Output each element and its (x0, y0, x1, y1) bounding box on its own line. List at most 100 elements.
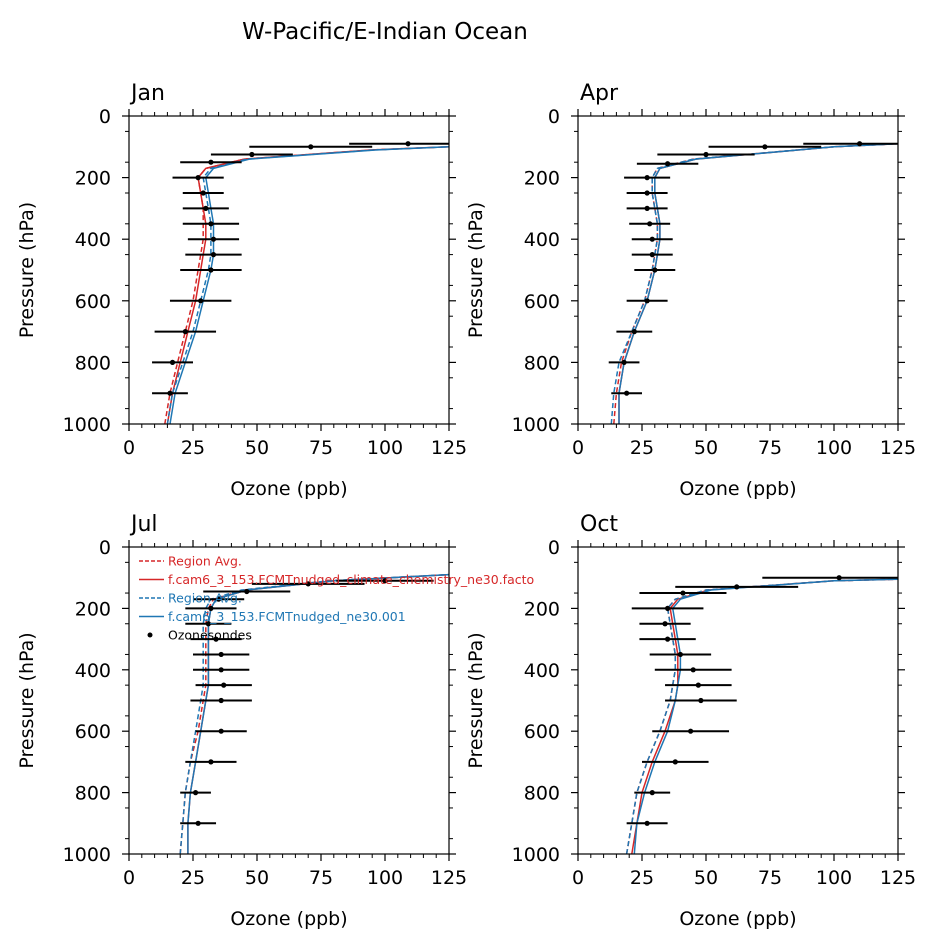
plot-frame (577, 115, 899, 425)
y-tick-label: 0 (99, 537, 111, 559)
legend-label: Region Avg. (168, 591, 242, 606)
x-tick-label: 50 (245, 437, 269, 459)
x-tick-label: 125 (431, 437, 467, 459)
legend-entry: Region Avg. (139, 554, 242, 569)
x-tick-label: 100 (367, 867, 403, 889)
y-tick-label: 0 (99, 106, 111, 128)
sonde-point (208, 221, 214, 227)
sonde-point (405, 141, 411, 147)
sonde-point (665, 605, 671, 612)
legend-entry: Ozonesondes (147, 628, 252, 643)
sonde-point (192, 790, 199, 796)
legend-label: f.cam6_3_153.FCMTnudged_ne30.001 (168, 609, 406, 624)
sonde-point (665, 161, 671, 167)
sonde-point (688, 728, 694, 734)
sonde-point (649, 236, 655, 242)
sonde-point (208, 759, 214, 765)
sonde-point (249, 151, 255, 158)
legend-entry: f.cam6_3_153.FCMTnudged_ne30.001 (139, 609, 406, 624)
y-tick-label: 600 (75, 291, 111, 313)
y-tick-label: 200 (524, 168, 560, 190)
y-tick-label: 0 (548, 537, 560, 559)
x-tick-label: 125 (880, 867, 916, 889)
x-tick-label: 75 (309, 437, 333, 459)
plot-frame (577, 546, 899, 855)
sonde-point (195, 175, 201, 181)
sonde-point (644, 820, 650, 826)
panel-title: Apr (580, 81, 619, 106)
sonde-point (665, 636, 671, 642)
x-axis: 0 25 50 75 100 125 (123, 540, 467, 889)
sonde-point (649, 790, 655, 796)
x-tick-label: 100 (816, 867, 852, 889)
plot-frame (128, 546, 450, 855)
y-axis-label: Pressure (hPa) (16, 202, 38, 338)
series-line-3 (633, 578, 898, 854)
y-tick-label: 800 (75, 352, 111, 374)
x-tick-label: 75 (758, 867, 782, 889)
sonde-point (308, 144, 314, 150)
y-tick-label: 600 (524, 291, 560, 313)
y-tick-label: 1000 (63, 844, 111, 866)
sonde-point (208, 605, 214, 612)
y-tick-label: 400 (524, 660, 560, 682)
sonde-point (631, 329, 637, 335)
y-axis: 0 200 400 600 800 1000 (63, 106, 456, 436)
sonde-point (244, 588, 250, 595)
x-axis-label: Ozone (ppb) (230, 908, 347, 930)
sonde-point (857, 141, 863, 147)
sonde-point (677, 651, 684, 658)
y-tick-label: 400 (524, 229, 560, 251)
series-line-3 (169, 146, 449, 424)
sonde-point (167, 390, 173, 396)
y-tick-label: 800 (524, 783, 560, 805)
x-tick-label: 25 (181, 437, 205, 459)
sonde-point (198, 298, 204, 304)
sonde-point (208, 159, 214, 165)
y-axis-label: Pressure (hPa) (16, 632, 38, 768)
x-tick-label: 25 (181, 867, 205, 889)
sonde-point (382, 578, 388, 584)
y-tick-label: 400 (75, 660, 111, 682)
y-tick-label: 1000 (512, 414, 560, 436)
plot-area (608, 141, 898, 424)
legend-label: Ozonesondes (168, 628, 252, 643)
plot-area (152, 141, 449, 424)
x-axis: 0 25 50 75 100 125 (123, 109, 467, 459)
legend-marker (147, 632, 153, 638)
sonde-point (218, 697, 224, 704)
y-tick-label: 800 (524, 352, 560, 374)
sonde-point (210, 252, 217, 258)
sonde-point (647, 221, 653, 227)
sonde-point (200, 190, 206, 196)
series-line-2 (179, 573, 449, 854)
x-axis-label: Ozone (ppb) (230, 478, 347, 500)
y-axis: 0 200 400 600 800 1000 (512, 537, 905, 866)
sonde-point (695, 682, 701, 688)
panel-2: 0 25 50 75 100 125 0 200 400 600 800 1000 Jul Ozone (… (16, 512, 467, 930)
sonde-point (662, 621, 668, 627)
x-tick-label: 50 (694, 437, 718, 459)
sonde-point (621, 359, 627, 365)
sonde-point (218, 651, 224, 658)
sonde-point (205, 621, 211, 627)
sonde-point (836, 575, 842, 581)
x-axis-label: Ozone (ppb) (679, 908, 796, 930)
sonde-point (644, 190, 650, 196)
y-axis-label: Pressure (hPa) (465, 202, 487, 338)
x-tick-label: 50 (245, 867, 269, 889)
sonde-point (762, 144, 768, 150)
x-tick-label: 25 (630, 867, 654, 889)
sonde-point (203, 205, 209, 211)
sonde-point (672, 759, 678, 765)
x-tick-label: 75 (309, 867, 333, 889)
sonde-point (690, 667, 696, 673)
y-axis: 0 200 400 600 800 1000 (63, 537, 456, 866)
sonde-point (210, 236, 217, 242)
y-tick-label: 600 (524, 721, 560, 743)
y-tick-label: 0 (548, 106, 560, 128)
sonde-point (703, 151, 709, 158)
sonde-point (734, 584, 740, 590)
